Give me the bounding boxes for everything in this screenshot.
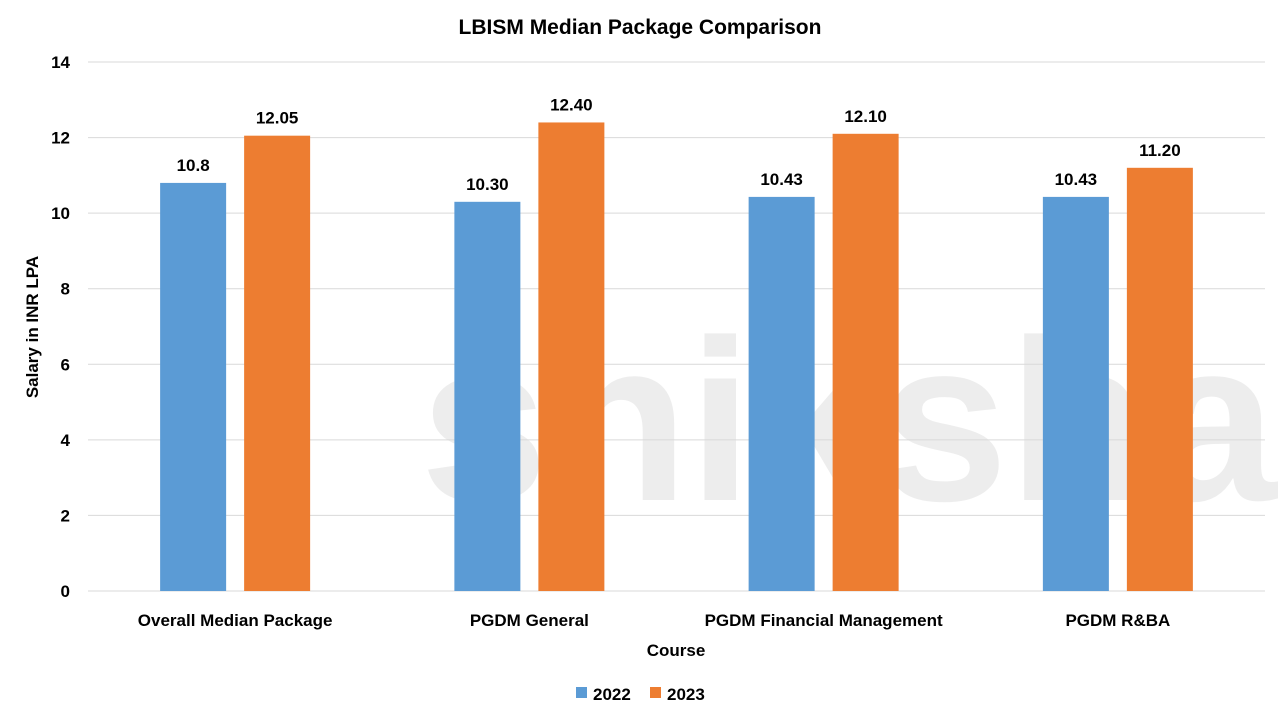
bar-2023: [244, 135, 311, 592]
data-label: 12.10: [844, 107, 887, 126]
data-label: 10.43: [1055, 170, 1098, 189]
data-label: 12.05: [256, 109, 299, 128]
y-tick-label: 4: [61, 431, 71, 450]
y-tick-label: 10: [51, 204, 70, 223]
x-tick-label: PGDM R&BA: [1065, 611, 1170, 630]
bar-2022: [454, 201, 521, 592]
legend-label: 2022: [593, 685, 631, 704]
legend: 2022 2023: [576, 685, 705, 704]
y-tick-label: 12: [51, 129, 70, 148]
bar-2023: [1126, 167, 1193, 592]
bar-2023: [538, 122, 605, 591]
legend-swatch-2023: [650, 687, 661, 698]
x-tick-label: Overall Median Package: [138, 611, 333, 630]
bar-2022: [1042, 196, 1109, 591]
chart-title: LBISM Median Package Comparison: [459, 16, 822, 39]
x-axis-label: Course: [647, 641, 706, 660]
legend-label: 2023: [667, 685, 705, 704]
x-tick-label: PGDM Financial Management: [705, 611, 943, 630]
y-tick-label: 2: [61, 506, 70, 525]
y-tick-label: 8: [61, 280, 70, 299]
data-label: 10.43: [760, 170, 803, 189]
data-label: 12.40: [550, 95, 593, 114]
y-tick-label: 14: [51, 53, 70, 72]
legend-swatch-2022: [576, 687, 587, 698]
bar-2022: [748, 196, 815, 591]
x-tick-label: PGDM General: [470, 611, 589, 630]
data-label: 10.30: [466, 175, 509, 194]
y-tick-label: 0: [61, 582, 70, 601]
bar-2022: [160, 182, 227, 591]
y-axis-label: Salary in INR LPA: [23, 256, 42, 398]
data-label: 10.8: [177, 156, 210, 175]
data-label: 11.20: [1139, 141, 1181, 160]
bar-2023: [832, 133, 899, 592]
y-tick-label: 6: [61, 355, 70, 374]
